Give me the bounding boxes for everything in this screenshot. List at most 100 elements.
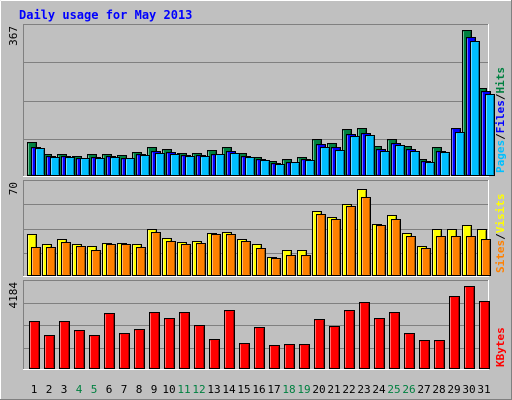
legend-entry: Hits [494,67,507,94]
bar-kbytes-16 [254,327,265,369]
x-tick-label: 30 [462,383,475,396]
x-tick-label: 5 [91,383,98,396]
x-tick-label: 18 [282,383,295,396]
x-tick-label: 28 [432,383,445,396]
x-tick-label: 22 [342,383,355,396]
bar-sites-30 [466,236,476,276]
bar-pages-23 [365,135,375,176]
bar-pages-30 [470,41,480,176]
bar-pages-12 [200,156,210,176]
bar-pages-11 [185,156,195,176]
bar-sites-20 [316,214,326,276]
bar-sites-16 [256,248,266,276]
bar-pages-8 [140,155,150,176]
bar-sites-14 [226,234,236,276]
bar-sites-25 [391,219,401,276]
right-legend: Sites/Visits [494,194,507,274]
bar-sites-23 [361,197,371,276]
bar-kbytes-5 [89,335,100,369]
bar-pages-31 [485,94,495,176]
bar-kbytes-6 [104,313,115,369]
bar-pages-29 [455,132,465,176]
right-legend: Pages/Files/Hits [494,67,507,173]
x-tick-label: 23 [357,383,370,396]
bar-sites-22 [346,206,356,276]
legend-entry: Sites [494,240,507,273]
bar-kbytes-26 [404,333,415,369]
bar-sites-6 [106,244,116,276]
bar-kbytes-15 [239,343,250,369]
legend-entry: / [494,133,507,140]
bar-sites-17 [271,258,281,276]
x-tick-label: 13 [207,383,220,396]
x-tick-label: 29 [447,383,460,396]
bar-sites-27 [421,248,431,276]
x-tick-label: 26 [402,383,415,396]
bar-pages-16 [260,160,270,176]
bar-pages-13 [215,154,225,176]
x-tick-label: 1 [31,383,38,396]
x-tick-label: 20 [312,383,325,396]
y-max-label: 367 [7,26,20,46]
right-legend: KBytes [494,327,507,367]
x-tick-label: 12 [192,383,205,396]
legend-entry: Visits [494,194,507,234]
bar-pages-15 [245,157,255,176]
bar-sites-18 [286,255,296,276]
bar-sites-13 [211,234,221,276]
bar-sites-19 [301,255,311,276]
bar-pages-22 [350,136,360,176]
x-tick-label: 11 [177,383,190,396]
x-tick-label: 3 [61,383,68,396]
chart-title: Daily usage for May 2013 [19,8,192,22]
bar-kbytes-13 [209,339,220,369]
bar-pages-3 [65,157,75,176]
bar-pages-9 [155,153,165,176]
bar-kbytes-4 [74,330,85,369]
bar-pages-18 [290,162,300,176]
bar-kbytes-29 [449,296,460,369]
bar-pages-2 [50,157,60,176]
bar-kbytes-17 [269,345,280,369]
x-tick-label: 15 [237,383,250,396]
bar-sites-7 [121,244,131,276]
bar-kbytes-30 [464,286,475,369]
bar-kbytes-25 [389,312,400,369]
bar-sites-26 [406,236,416,276]
bar-pages-26 [410,151,420,176]
bar-sites-5 [91,250,101,276]
bar-sites-8 [136,247,146,276]
bar-sites-10 [166,241,176,276]
bar-pages-27 [425,162,435,176]
y-max-label: 70 [7,182,20,195]
x-tick-label: 27 [417,383,430,396]
bar-pages-14 [230,153,240,176]
bar-kbytes-7 [119,333,130,369]
x-tick-label: 10 [162,383,175,396]
bar-sites-15 [241,241,251,276]
x-tick-label: 8 [136,383,143,396]
bar-kbytes-10 [164,318,175,369]
x-tick-label: 25 [387,383,400,396]
x-tick-label: 7 [121,383,128,396]
bar-sites-21 [331,219,341,276]
legend-entry: Files [494,100,507,133]
bar-pages-25 [395,145,405,176]
bar-pages-1 [35,148,45,176]
bar-sites-3 [61,242,71,276]
bar-sites-4 [76,246,86,276]
bar-sites-1 [31,247,41,276]
bar-sites-9 [151,232,161,276]
bar-pages-7 [125,158,135,176]
bar-sites-12 [196,243,206,276]
x-tick-label: 24 [372,383,386,396]
legend-entry: Pages [494,140,507,173]
panel-3: 4184 KBytes [7,280,507,370]
legend-entry: KBytes [494,327,507,367]
bar-pages-6 [110,157,120,176]
bar-sites-31 [481,239,491,276]
bar-kbytes-31 [479,301,490,369]
bar-kbytes-1 [29,321,40,369]
x-tick-label: 2 [46,383,53,396]
